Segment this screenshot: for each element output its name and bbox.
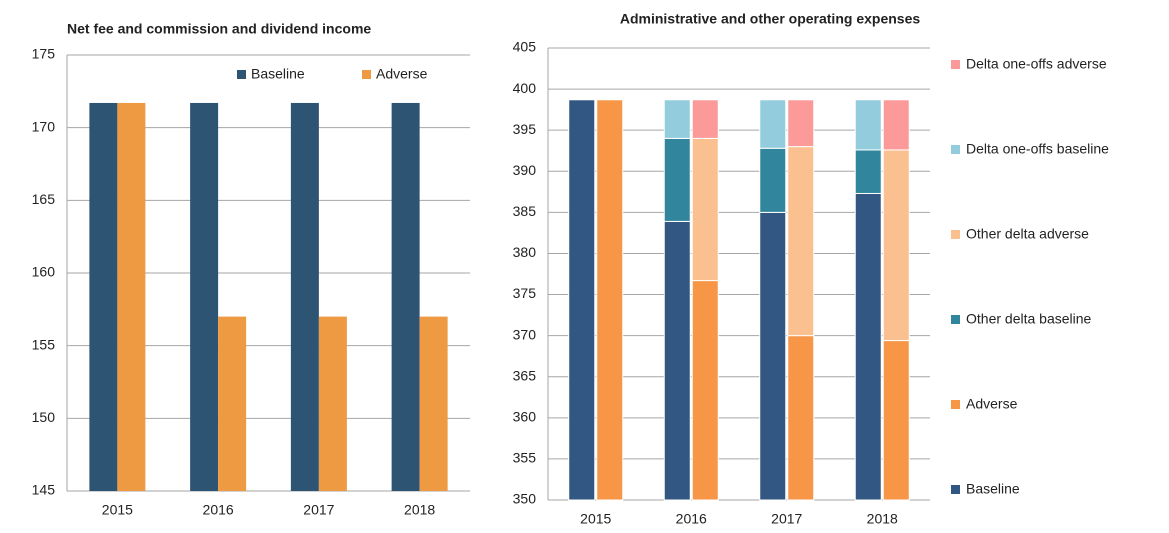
- x-tick-label: 2016: [203, 502, 234, 518]
- legend-swatch: [951, 485, 960, 494]
- y-tick-label: 390: [513, 162, 537, 178]
- legend-swatch: [362, 70, 371, 79]
- bar-segment: [568, 99, 596, 501]
- chart-title: Net fee and commission and dividend inco…: [67, 21, 371, 37]
- y-tick-label: 355: [513, 450, 537, 466]
- bar-segment: [854, 192, 882, 501]
- bar-segment: [663, 99, 691, 139]
- y-tick-label: 165: [32, 191, 56, 207]
- x-tick-label: 2018: [404, 502, 435, 518]
- y-tick-label: 365: [513, 367, 537, 383]
- legend-label: Adverse: [966, 396, 1018, 412]
- bar: [290, 102, 319, 492]
- y-tick-label: 375: [513, 285, 537, 301]
- x-tick-label: 2015: [580, 511, 611, 527]
- bar-segment: [596, 99, 624, 501]
- bar-segment: [663, 220, 691, 501]
- y-tick-label: 380: [513, 244, 537, 260]
- bar-segment: [787, 99, 815, 148]
- bar-segment: [882, 340, 910, 501]
- bar-segment: [759, 211, 787, 501]
- legend-swatch: [951, 400, 960, 409]
- bar-segment: [759, 147, 787, 213]
- bar-segment: [854, 149, 882, 194]
- y-tick-label: 395: [513, 121, 537, 137]
- bar: [218, 316, 247, 491]
- legend-label: Adverse: [376, 66, 428, 82]
- bar-segment: [882, 149, 910, 342]
- y-tick-label: 350: [513, 491, 537, 507]
- y-tick-label: 370: [513, 326, 537, 342]
- legend-label: Delta one-offs adverse: [966, 56, 1107, 72]
- bar-segment: [882, 99, 910, 151]
- y-tick-label: 385: [513, 203, 537, 219]
- legend-label: Baseline: [966, 481, 1020, 497]
- x-tick-label: 2015: [102, 502, 133, 518]
- x-tick-label: 2017: [771, 511, 802, 527]
- y-tick-label: 170: [32, 118, 56, 134]
- bar-segment: [691, 99, 719, 139]
- y-tick-label: 360: [513, 409, 537, 425]
- bar-segment: [787, 335, 815, 501]
- y-tick-label: 145: [32, 482, 56, 498]
- bar-segment: [691, 280, 719, 501]
- legend-swatch: [237, 70, 246, 79]
- legend-swatch: [951, 315, 960, 324]
- bar: [391, 102, 420, 492]
- bar-segment: [759, 99, 787, 149]
- bar: [89, 102, 118, 492]
- legend-swatch: [951, 230, 960, 239]
- bar-segment: [663, 137, 691, 222]
- legend-label: Delta one-offs baseline: [966, 141, 1109, 157]
- bar-segment: [854, 99, 882, 151]
- legend-swatch: [951, 145, 960, 154]
- y-tick-label: 155: [32, 336, 56, 352]
- y-tick-label: 400: [513, 80, 537, 96]
- y-tick-label: 405: [513, 39, 537, 55]
- bar: [117, 102, 146, 492]
- y-tick-label: 150: [32, 409, 56, 425]
- x-tick-label: 2016: [676, 511, 707, 527]
- bar: [419, 316, 448, 491]
- y-tick-label: 175: [32, 46, 56, 62]
- bar-segment: [787, 146, 815, 337]
- legend-label: Other delta baseline: [966, 311, 1092, 327]
- chart-title: Administrative and other operating expen…: [620, 11, 921, 27]
- bar: [318, 316, 347, 491]
- bar: [190, 102, 219, 492]
- legend-label: Other delta adverse: [966, 226, 1089, 242]
- legend-label: Baseline: [251, 66, 305, 82]
- x-tick-label: 2017: [303, 502, 334, 518]
- x-tick-label: 2018: [867, 511, 898, 527]
- bar-segment: [691, 137, 719, 282]
- y-tick-label: 160: [32, 264, 56, 280]
- legend-swatch: [951, 60, 960, 69]
